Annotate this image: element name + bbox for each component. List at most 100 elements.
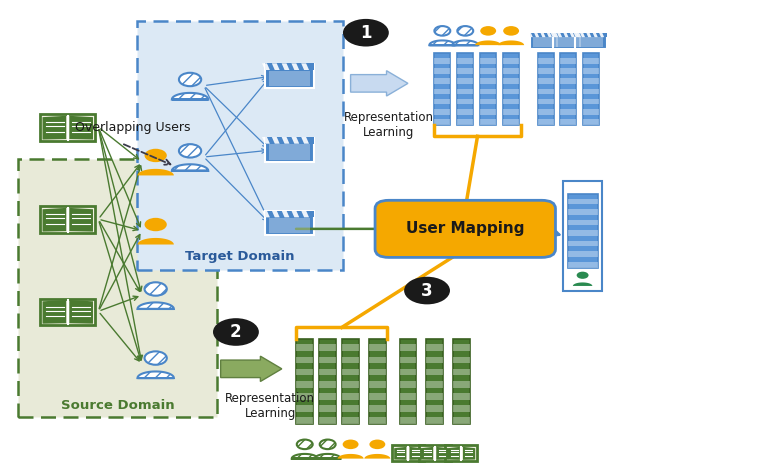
FancyBboxPatch shape: [265, 137, 314, 162]
FancyBboxPatch shape: [537, 54, 554, 125]
Polygon shape: [427, 381, 443, 388]
Polygon shape: [427, 344, 443, 351]
Polygon shape: [503, 89, 519, 94]
Polygon shape: [574, 33, 579, 37]
Polygon shape: [291, 137, 300, 144]
Text: Target Domain: Target Domain: [185, 250, 294, 263]
Polygon shape: [584, 89, 599, 94]
FancyBboxPatch shape: [320, 339, 336, 424]
Polygon shape: [301, 211, 309, 217]
FancyBboxPatch shape: [392, 445, 424, 461]
FancyBboxPatch shape: [480, 54, 496, 125]
FancyBboxPatch shape: [453, 339, 470, 424]
Polygon shape: [337, 454, 363, 459]
Polygon shape: [437, 447, 448, 460]
Polygon shape: [453, 381, 470, 388]
Polygon shape: [410, 447, 422, 460]
Polygon shape: [453, 356, 470, 363]
Polygon shape: [320, 393, 336, 400]
FancyBboxPatch shape: [18, 159, 217, 417]
FancyBboxPatch shape: [369, 339, 386, 424]
Polygon shape: [561, 58, 577, 64]
Polygon shape: [503, 109, 519, 115]
Polygon shape: [400, 356, 417, 363]
Polygon shape: [342, 344, 359, 351]
Polygon shape: [69, 300, 93, 324]
FancyBboxPatch shape: [503, 54, 519, 125]
Circle shape: [343, 19, 389, 47]
Polygon shape: [272, 63, 280, 70]
Circle shape: [503, 26, 519, 36]
Polygon shape: [584, 78, 599, 84]
Polygon shape: [291, 63, 300, 70]
Circle shape: [577, 272, 588, 279]
Circle shape: [343, 439, 359, 449]
Polygon shape: [541, 33, 545, 37]
Text: Source Domain: Source Domain: [61, 399, 174, 412]
Polygon shape: [292, 454, 318, 459]
Polygon shape: [400, 344, 417, 351]
FancyBboxPatch shape: [530, 33, 561, 49]
Polygon shape: [567, 219, 598, 226]
Polygon shape: [400, 393, 417, 400]
Polygon shape: [503, 99, 519, 104]
Polygon shape: [567, 199, 598, 205]
Polygon shape: [369, 356, 386, 363]
Polygon shape: [573, 282, 592, 286]
Polygon shape: [586, 33, 591, 37]
Circle shape: [213, 318, 259, 346]
Polygon shape: [537, 99, 554, 104]
Polygon shape: [369, 418, 386, 424]
Polygon shape: [296, 418, 313, 424]
Polygon shape: [427, 418, 443, 424]
Circle shape: [480, 26, 496, 36]
Polygon shape: [453, 405, 470, 412]
Polygon shape: [320, 405, 336, 412]
FancyBboxPatch shape: [269, 218, 310, 233]
Polygon shape: [369, 344, 386, 351]
Polygon shape: [570, 33, 575, 37]
Polygon shape: [503, 119, 519, 125]
Polygon shape: [301, 63, 309, 70]
Polygon shape: [567, 251, 598, 257]
Polygon shape: [296, 356, 313, 363]
Polygon shape: [364, 454, 390, 459]
Polygon shape: [564, 33, 568, 37]
Polygon shape: [457, 109, 474, 115]
Polygon shape: [282, 63, 290, 70]
FancyBboxPatch shape: [534, 37, 557, 47]
Circle shape: [434, 26, 450, 36]
Polygon shape: [369, 369, 386, 376]
FancyBboxPatch shape: [434, 54, 450, 125]
FancyBboxPatch shape: [40, 299, 95, 325]
Polygon shape: [480, 99, 496, 104]
Polygon shape: [320, 369, 336, 376]
FancyBboxPatch shape: [584, 54, 599, 125]
Polygon shape: [400, 405, 417, 412]
Polygon shape: [503, 68, 519, 74]
Polygon shape: [138, 238, 174, 245]
Polygon shape: [369, 393, 386, 400]
Polygon shape: [138, 302, 174, 309]
Text: User Mapping: User Mapping: [406, 221, 524, 236]
Polygon shape: [342, 356, 359, 363]
Circle shape: [320, 439, 336, 449]
Polygon shape: [553, 33, 558, 37]
Circle shape: [145, 282, 167, 296]
FancyBboxPatch shape: [375, 200, 555, 257]
Polygon shape: [434, 109, 450, 115]
FancyBboxPatch shape: [445, 445, 477, 461]
Polygon shape: [42, 300, 66, 324]
Polygon shape: [593, 33, 598, 37]
Polygon shape: [567, 209, 598, 215]
FancyBboxPatch shape: [553, 33, 584, 49]
Polygon shape: [480, 109, 496, 115]
Text: 2: 2: [230, 323, 242, 341]
Polygon shape: [561, 89, 577, 94]
Polygon shape: [434, 99, 450, 104]
Polygon shape: [342, 369, 359, 376]
FancyArrow shape: [350, 71, 408, 96]
Polygon shape: [480, 68, 496, 74]
FancyArrow shape: [221, 356, 282, 382]
Polygon shape: [453, 344, 470, 351]
